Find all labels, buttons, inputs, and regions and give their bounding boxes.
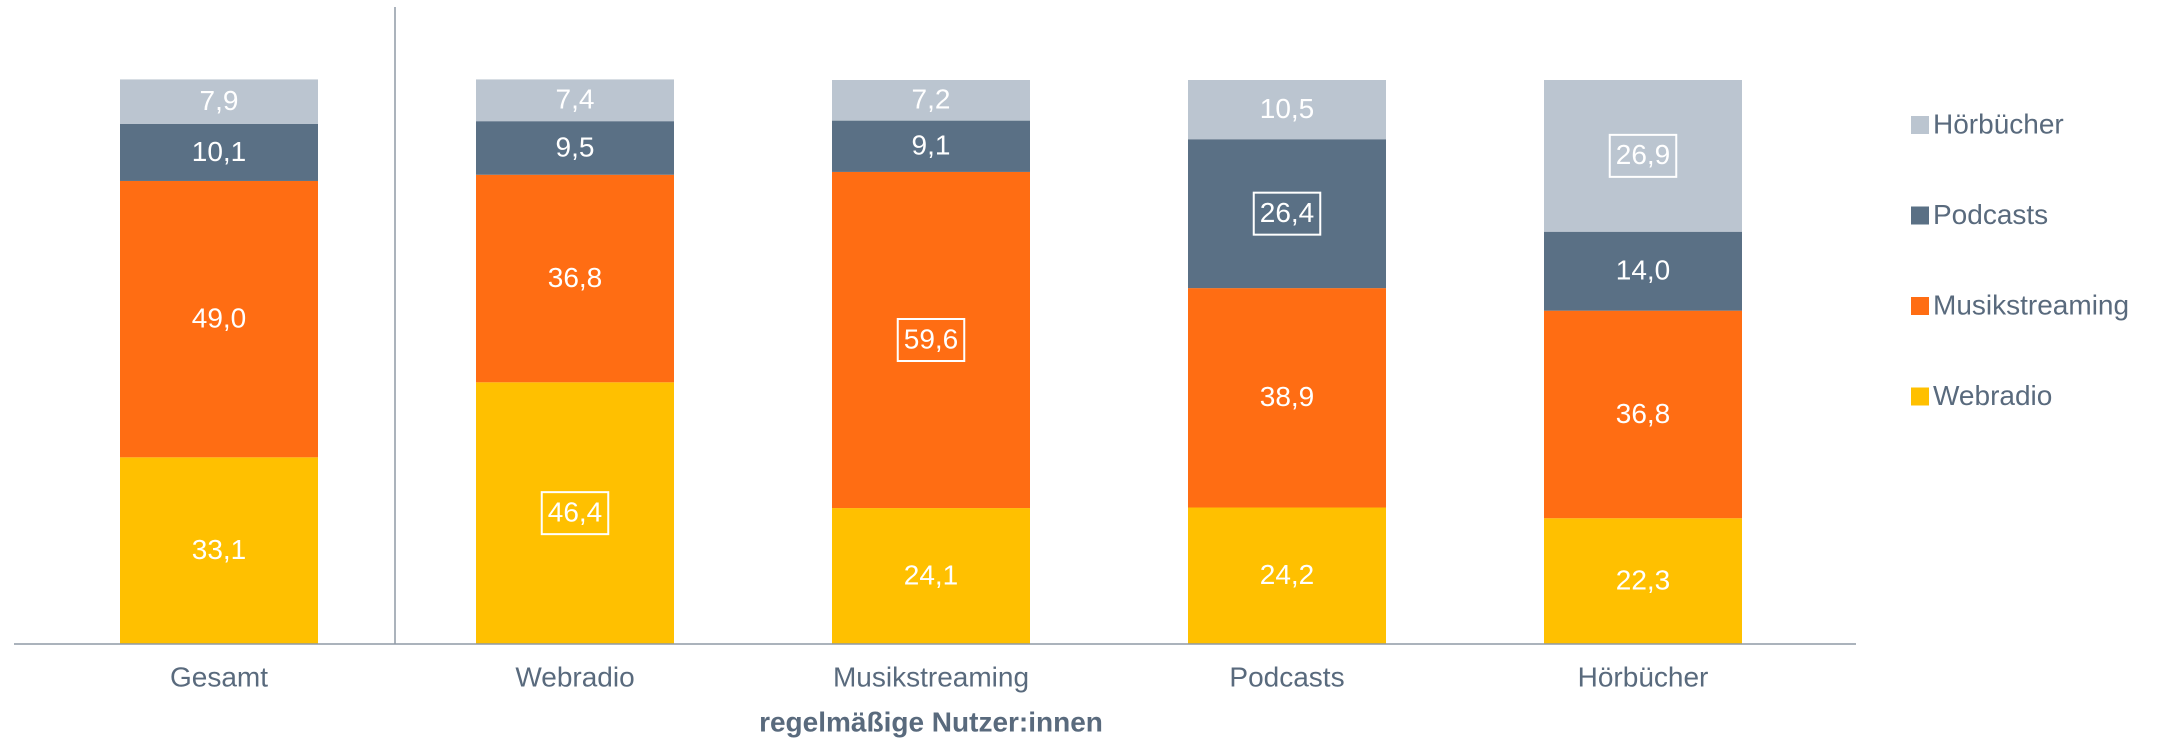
legend-swatch	[1911, 387, 1929, 406]
bar-segment	[120, 123, 318, 181]
data-label: 26,9	[1616, 139, 1671, 170]
bar-segment	[1544, 310, 1742, 519]
x-tick-label: Webradio	[515, 661, 634, 692]
bar-segment	[476, 174, 674, 383]
data-label: 46,4	[548, 497, 603, 528]
bar-segment	[120, 180, 318, 458]
data-label: 38,9	[1260, 381, 1315, 412]
data-label: 10,1	[192, 136, 247, 167]
x-tick-label: Musikstreaming	[833, 661, 1029, 692]
highlight-box	[540, 491, 610, 536]
bar-segment	[1544, 231, 1742, 311]
x-tick-label: Gesamt	[170, 661, 268, 692]
bar-segment	[120, 79, 318, 124]
data-label: 7,4	[556, 84, 595, 115]
bar-segment	[832, 80, 1030, 121]
legend-label: Musikstreaming	[1933, 289, 2129, 320]
data-label: 7,9	[200, 85, 239, 116]
bar-segment	[1188, 80, 1386, 140]
bar-segment	[476, 382, 674, 644]
x-tick-label: Hörbücher	[1578, 661, 1709, 692]
data-label: 10,5	[1260, 93, 1315, 124]
data-label: 24,1	[904, 559, 959, 590]
data-label: 26,4	[1260, 197, 1315, 228]
data-label: 49,0	[192, 303, 247, 334]
bar-segment	[120, 457, 318, 644]
bar-segment	[1188, 288, 1386, 508]
bar-segment	[476, 79, 674, 122]
legend-swatch	[1911, 297, 1929, 315]
x-axis-title: regelmäßige Nutzer:innen	[759, 706, 1103, 737]
data-label: 9,5	[556, 131, 595, 162]
legend-swatch	[1911, 206, 1929, 225]
data-label: 14,0	[1616, 255, 1671, 286]
legend-label: Webradio	[1933, 380, 2052, 411]
data-label: 36,8	[548, 262, 603, 293]
bar-segment	[832, 120, 1030, 172]
data-label: 36,8	[1616, 398, 1671, 429]
bar-segment	[1188, 139, 1386, 289]
data-label: 33,1	[192, 534, 247, 565]
data-label: 9,1	[912, 130, 951, 161]
highlight-box	[1252, 191, 1322, 236]
legend-swatch	[1911, 116, 1929, 134]
bar-segment	[1544, 80, 1742, 232]
bar-segment	[1544, 518, 1742, 644]
x-tick-label: Podcasts	[1229, 661, 1344, 692]
legend-label: Hörbücher	[1933, 108, 2064, 139]
bar-segment	[476, 121, 674, 175]
bar-segment	[832, 508, 1030, 644]
bar-segment	[832, 171, 1030, 509]
highlight-box	[1608, 133, 1678, 178]
legend-label: Podcasts	[1933, 199, 2048, 230]
data-label: 22,3	[1616, 565, 1671, 596]
data-label: 59,6	[904, 323, 959, 354]
highlight-box	[896, 318, 966, 363]
bar-segment	[1188, 507, 1386, 644]
data-label: 24,2	[1260, 559, 1315, 590]
data-label: 7,2	[912, 84, 951, 115]
